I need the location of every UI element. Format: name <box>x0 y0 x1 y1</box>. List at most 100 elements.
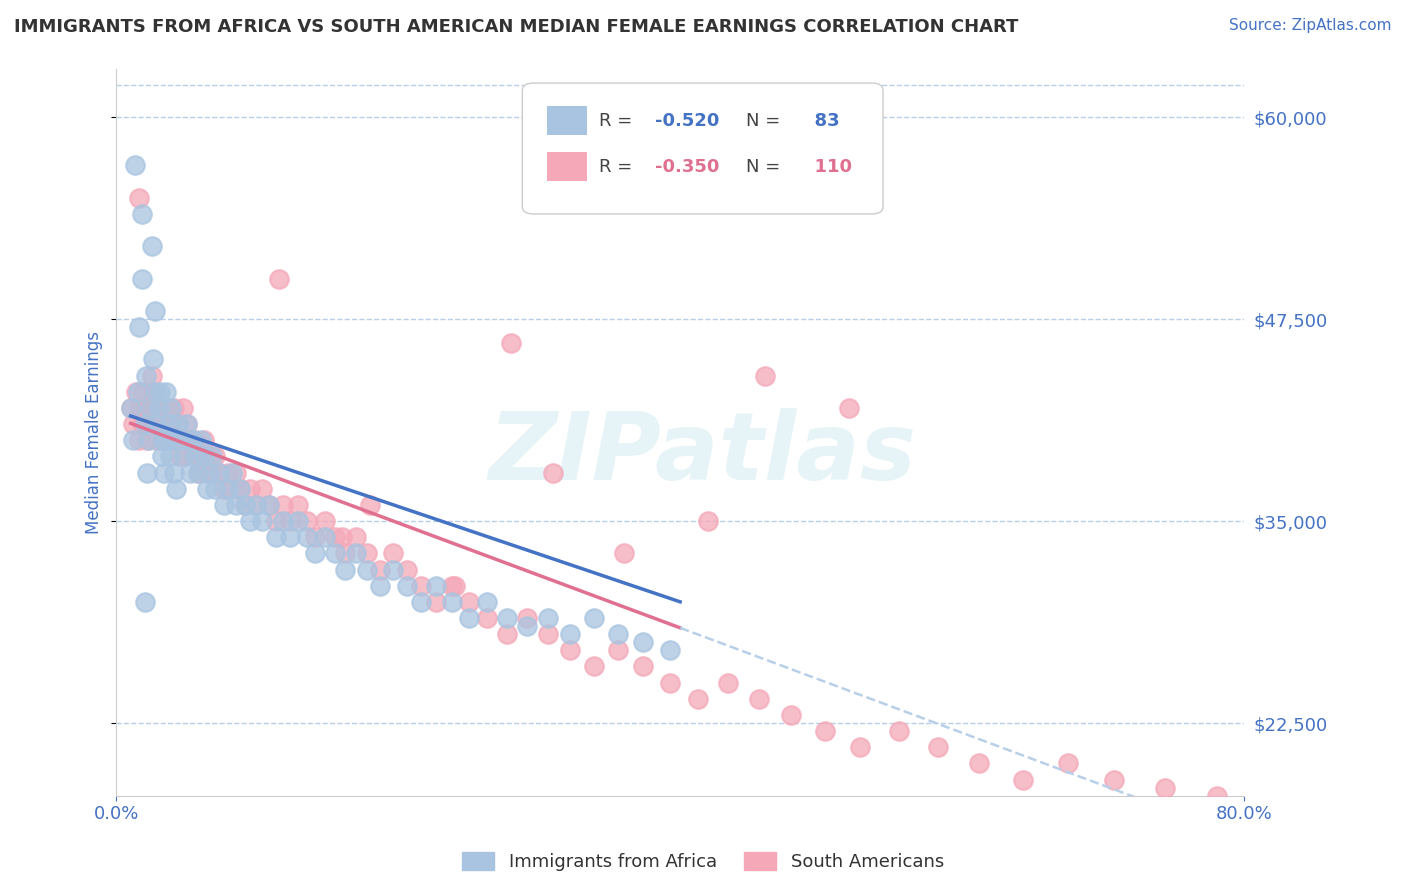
Text: 110: 110 <box>801 158 852 176</box>
Text: R =: R = <box>599 112 638 130</box>
Point <box>264 530 287 544</box>
Point <box>150 434 173 448</box>
Point <box>148 401 170 415</box>
Point <box>515 619 537 633</box>
Point <box>167 417 190 431</box>
Text: ZIPatlas: ZIPatlas <box>489 408 917 500</box>
Point <box>887 724 910 739</box>
Point <box>162 434 184 448</box>
Point <box>179 466 201 480</box>
Point <box>162 434 184 448</box>
Point <box>181 434 204 448</box>
Point <box>212 498 235 512</box>
Point <box>381 562 404 576</box>
Point <box>967 756 990 771</box>
Text: 83: 83 <box>801 112 839 130</box>
Point <box>139 401 162 415</box>
Point <box>156 417 179 431</box>
Point <box>139 417 162 431</box>
Point <box>583 611 606 625</box>
Point <box>537 627 560 641</box>
Point <box>475 595 498 609</box>
Point <box>295 530 318 544</box>
Point <box>221 466 243 480</box>
Point <box>257 498 280 512</box>
Point <box>1011 772 1033 787</box>
Point <box>134 401 156 415</box>
Text: IMMIGRANTS FROM AFRICA VS SOUTH AMERICAN MEDIAN FEMALE EARNINGS CORRELATION CHAR: IMMIGRANTS FROM AFRICA VS SOUTH AMERICAN… <box>14 18 1018 36</box>
Point <box>443 579 465 593</box>
Point <box>176 417 198 431</box>
Point <box>560 627 582 641</box>
Point <box>457 611 479 625</box>
Point <box>927 740 949 755</box>
Point <box>141 239 163 253</box>
Point <box>748 691 770 706</box>
Point <box>157 417 180 431</box>
Point <box>515 611 537 625</box>
Point <box>136 434 159 448</box>
Point <box>271 514 294 528</box>
Point <box>173 450 195 464</box>
Point <box>145 384 167 399</box>
Point <box>225 466 247 480</box>
Point <box>208 466 231 480</box>
Point <box>184 434 207 448</box>
Point <box>204 450 226 464</box>
Point <box>495 611 517 625</box>
Point <box>221 482 243 496</box>
Point <box>697 514 720 528</box>
Point <box>499 336 522 351</box>
Point <box>127 384 149 399</box>
Point <box>314 514 336 528</box>
Point <box>122 417 145 431</box>
Point <box>250 482 273 496</box>
Point <box>838 401 860 415</box>
Point <box>368 579 391 593</box>
Point <box>160 401 183 415</box>
Y-axis label: Median Female Earnings: Median Female Earnings <box>86 331 103 533</box>
Point <box>607 643 630 657</box>
Point <box>368 562 391 576</box>
Point <box>128 434 150 448</box>
Point <box>143 401 166 415</box>
Point <box>314 530 336 544</box>
Point <box>1056 756 1078 771</box>
Point <box>440 595 463 609</box>
Point <box>278 530 301 544</box>
Point <box>149 417 172 431</box>
Point <box>233 498 256 512</box>
Point <box>257 498 280 512</box>
Point <box>304 530 326 544</box>
Point <box>128 191 150 205</box>
Point <box>134 417 156 431</box>
Point <box>395 562 418 576</box>
Point <box>198 450 221 464</box>
Point <box>193 450 215 464</box>
Point <box>184 450 207 464</box>
Point <box>780 708 803 723</box>
Point <box>166 434 188 448</box>
Legend: Immigrants from Africa, South Americans: Immigrants from Africa, South Americans <box>454 845 952 879</box>
Point <box>146 434 169 448</box>
Point <box>167 417 190 431</box>
Point <box>143 304 166 318</box>
Point <box>152 434 174 448</box>
Text: Source: ZipAtlas.com: Source: ZipAtlas.com <box>1229 18 1392 33</box>
Point <box>537 611 560 625</box>
Point <box>381 546 404 560</box>
Point <box>330 530 353 544</box>
Point <box>440 579 463 593</box>
Point <box>150 450 173 464</box>
Point <box>136 466 159 480</box>
Point <box>607 627 630 641</box>
Point <box>849 740 872 755</box>
Point <box>190 434 212 448</box>
Point <box>356 562 378 576</box>
Point <box>146 417 169 431</box>
Point <box>633 635 655 649</box>
Point <box>278 514 301 528</box>
Point <box>287 514 309 528</box>
Point <box>149 384 172 399</box>
Point <box>659 643 682 657</box>
